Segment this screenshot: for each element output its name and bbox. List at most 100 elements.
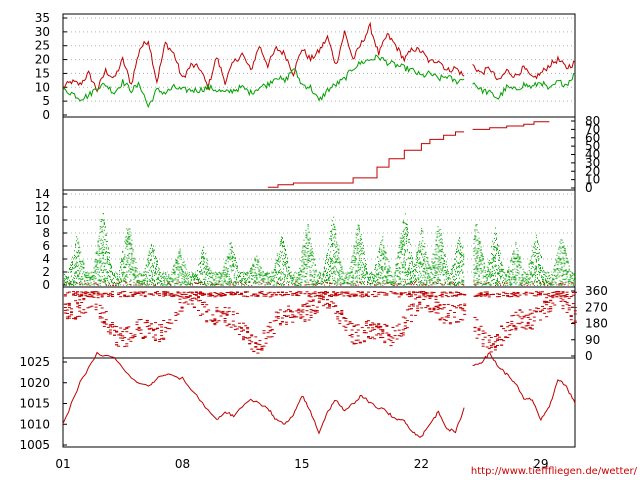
wind-point <box>126 264 128 266</box>
wind-point <box>147 263 149 265</box>
wind-point <box>320 280 322 282</box>
wind-point <box>347 279 349 281</box>
wind-point <box>518 258 520 260</box>
wind-point <box>411 277 412 278</box>
wind-point <box>412 281 413 283</box>
wind-point <box>354 256 356 258</box>
wind-point <box>512 276 514 278</box>
panel-2-tick-label: 60 <box>585 131 600 145</box>
wind-point <box>533 273 535 275</box>
wind-point <box>157 271 158 273</box>
wind-point <box>273 268 275 270</box>
wind-point <box>561 263 563 265</box>
wind-point <box>78 278 80 280</box>
wind-point <box>456 278 457 279</box>
wind-point <box>128 236 130 238</box>
wind-point <box>492 267 494 269</box>
wind-point <box>459 262 461 264</box>
wind-point <box>115 284 117 286</box>
wind-point <box>69 268 70 269</box>
wind-point <box>353 245 355 247</box>
wind-point <box>123 258 125 260</box>
wind-point <box>63 281 65 283</box>
wind-point <box>184 271 186 273</box>
wind-point <box>103 281 105 283</box>
wind-point <box>389 266 391 268</box>
wind-point <box>158 279 160 280</box>
wind-point <box>486 270 488 272</box>
wind-point <box>474 268 476 270</box>
wind-point <box>169 281 171 282</box>
wind-point <box>210 276 212 278</box>
wind-point <box>78 255 80 257</box>
wind-point <box>81 266 83 268</box>
wind-point <box>356 277 358 279</box>
wind-point <box>233 284 235 286</box>
wind-point <box>230 246 232 248</box>
wind-point <box>162 276 164 278</box>
wind-point <box>329 257 331 259</box>
wind-point <box>283 242 284 244</box>
wind-point <box>251 278 253 280</box>
wind-point <box>535 268 537 270</box>
wind-point <box>431 268 433 270</box>
wind-point <box>126 282 128 284</box>
wind-point <box>382 236 384 238</box>
wind-point <box>73 284 75 286</box>
wind-point <box>205 276 207 278</box>
wind-point <box>433 267 435 269</box>
wind-point <box>436 271 438 273</box>
direction-point <box>170 295 174 297</box>
wind-point <box>200 266 201 268</box>
direction-point <box>111 291 114 293</box>
wind-point <box>440 233 442 235</box>
wind-point <box>433 261 435 263</box>
wind-point <box>142 280 144 282</box>
wind-point <box>432 253 434 255</box>
wind-point <box>442 263 444 265</box>
wind-point <box>292 278 294 279</box>
direction-point <box>164 292 168 294</box>
direction-point <box>104 323 108 325</box>
wind-point <box>440 234 442 236</box>
wind-point <box>255 258 257 260</box>
wind-point <box>129 231 131 233</box>
wind-point <box>479 282 481 284</box>
wind-point <box>562 241 564 243</box>
wind-point <box>234 282 236 284</box>
wind-point <box>451 281 453 283</box>
wind-point <box>425 273 427 275</box>
wind-point <box>411 281 412 283</box>
wind-point <box>101 281 103 283</box>
wind-point <box>563 245 565 247</box>
wind-point <box>135 267 137 269</box>
wind-point <box>404 268 406 270</box>
wind-point <box>194 282 196 284</box>
wind-point <box>314 264 316 266</box>
wind-point <box>101 219 103 221</box>
wind-point <box>352 259 354 261</box>
direction-point <box>129 291 133 293</box>
wind-point <box>460 242 462 244</box>
wind-point <box>526 276 528 278</box>
wind-point <box>361 250 363 252</box>
wind-point <box>103 239 105 241</box>
wind-point <box>337 278 339 280</box>
wind-point <box>560 269 562 270</box>
wind-point <box>370 278 371 280</box>
wind-point <box>416 252 418 254</box>
wind-point <box>278 278 280 280</box>
wind-point <box>423 262 425 264</box>
wind-point <box>118 278 120 280</box>
wind-point <box>503 280 505 281</box>
wind-point <box>401 241 403 243</box>
wind-point <box>426 267 428 269</box>
wind-point <box>382 253 384 255</box>
wind-point <box>410 280 411 282</box>
wind-point <box>175 277 177 279</box>
wind-point <box>535 265 537 267</box>
wind-point <box>389 275 391 277</box>
wind-point <box>106 256 108 258</box>
wind-point <box>285 274 286 276</box>
wind-point <box>531 261 533 263</box>
